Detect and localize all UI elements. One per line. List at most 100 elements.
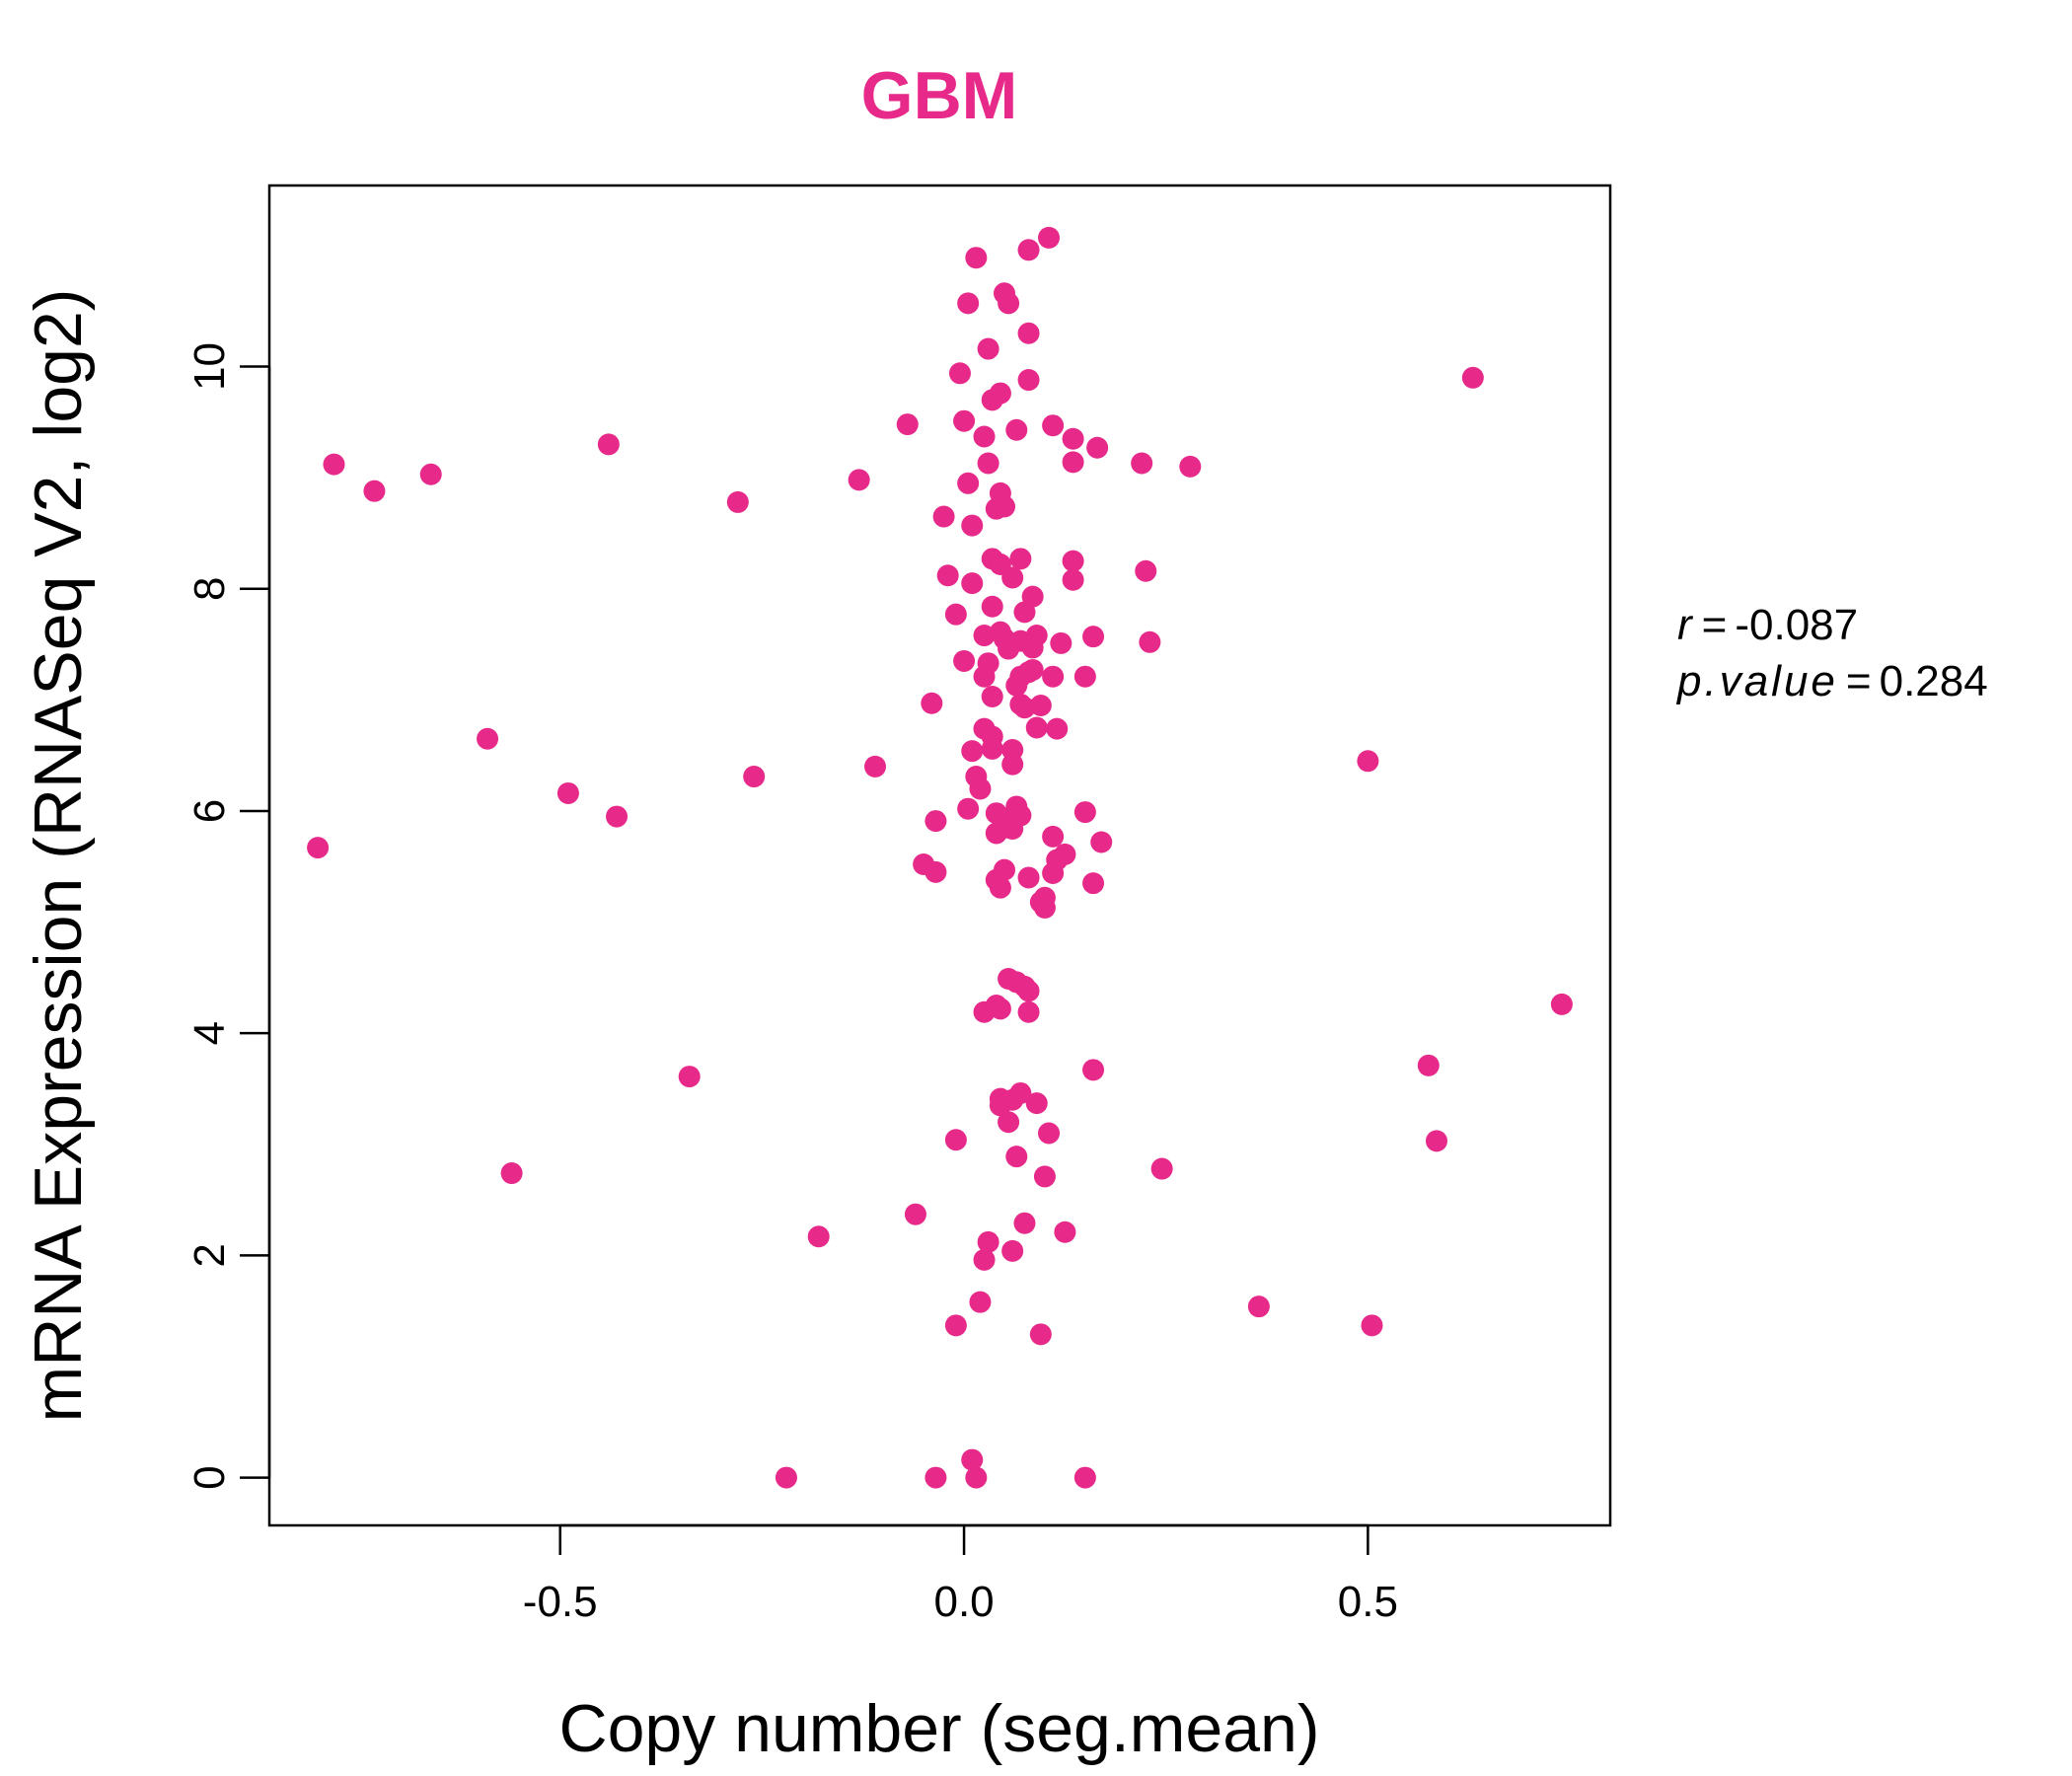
data-point [1001,566,1024,589]
data-point [1062,568,1084,591]
y-tick-label: 8 [185,577,234,601]
data-point [977,337,999,360]
y-tick-label: 0 [185,1465,234,1489]
r-value: -0.087 [1735,601,1858,649]
data-point [896,413,919,436]
data-point [1054,843,1076,865]
data-point [500,1162,523,1185]
data-point [1021,585,1044,608]
data-point [1150,1157,1173,1180]
data-point [1017,239,1040,261]
data-point [1361,1314,1383,1337]
data-point [1038,1122,1061,1145]
data-point [1001,753,1024,776]
data-point [1357,750,1379,773]
data-point [1179,455,1202,478]
data-point [969,1291,992,1313]
data-point [985,802,1007,825]
data-point [957,472,980,494]
data-point [1073,1466,1096,1489]
x-tick-label: 0.0 [933,1578,994,1626]
plot-frame [267,184,1612,1527]
r-statistic: r = -0.087 [1677,601,1858,649]
x-tick-label: 0.5 [1338,1578,1398,1626]
data-point [1009,548,1032,570]
data-point [944,603,967,626]
data-point [961,740,984,763]
data-point [1062,451,1084,474]
data-point [1046,717,1069,740]
data-point [1073,665,1096,688]
data-point [1025,716,1048,739]
data-point [556,781,579,804]
data-point [597,433,620,456]
data-point [977,452,999,475]
data-point [1029,1323,1052,1346]
y-axis-label: mRNA Expression (RNASeq V2, log2) [21,289,96,1423]
data-point [1090,831,1113,853]
data-point [1017,866,1040,889]
data-point [848,469,870,491]
data-point [953,409,976,432]
data-point [998,292,1020,315]
data-point [363,480,386,502]
y-tick-label: 10 [185,342,234,391]
data-point [973,625,996,647]
data-point [925,810,947,833]
data-point [989,998,1011,1020]
data-point [993,858,1015,881]
data-point [973,1248,996,1271]
chart-title: GBM [861,58,1018,133]
data-point [1017,980,1040,1002]
data-point [477,727,499,750]
data-point [957,797,980,820]
data-point [1050,631,1073,654]
data-point [1042,665,1065,688]
data-point [1025,1092,1048,1115]
data-point [678,1066,701,1088]
data-point [1082,1059,1105,1081]
data-point [961,514,984,537]
p-value: 0.284 [1880,657,1988,705]
correlation-stats: r = -0.087 p.value = 0.284 [1675,601,1988,705]
y-tick-label: 6 [185,799,234,823]
data-point [864,755,887,777]
data-point [973,425,996,448]
data-point [977,1230,999,1253]
data-point [1425,1130,1447,1152]
data-point [606,805,629,828]
data-point [1247,1295,1270,1318]
data-point [925,1466,947,1489]
data-point [904,1203,926,1225]
data-point [726,490,749,513]
data-point [1073,801,1096,824]
x-tick-label: -0.5 [523,1578,598,1626]
data-point [981,595,1003,618]
data-points [307,226,1573,1489]
data-point [998,1111,1020,1134]
p-value-statistic: p.value = 0.284 [1675,657,1988,705]
data-point [993,495,1015,518]
y-axis: 0 2 4 6 8 10 [185,342,271,1490]
data-point [1005,1146,1028,1168]
data-point [1033,1165,1056,1188]
y-tick-label: 2 [185,1243,234,1267]
data-point [1017,1000,1040,1023]
data-point [1033,896,1056,919]
data-point [977,652,999,675]
data-point [1550,993,1573,1015]
data-point [307,837,330,859]
data-point [1082,626,1105,648]
data-point [323,453,345,476]
data-point [1005,418,1028,441]
data-point [1131,452,1153,475]
r-label: r [1677,601,1694,649]
data-point [1417,1054,1440,1076]
data-point [965,1466,988,1489]
data-point [1461,366,1484,389]
data-point [953,649,976,672]
data-point [989,876,1011,899]
data-point [807,1225,830,1248]
data-point [775,1466,797,1489]
